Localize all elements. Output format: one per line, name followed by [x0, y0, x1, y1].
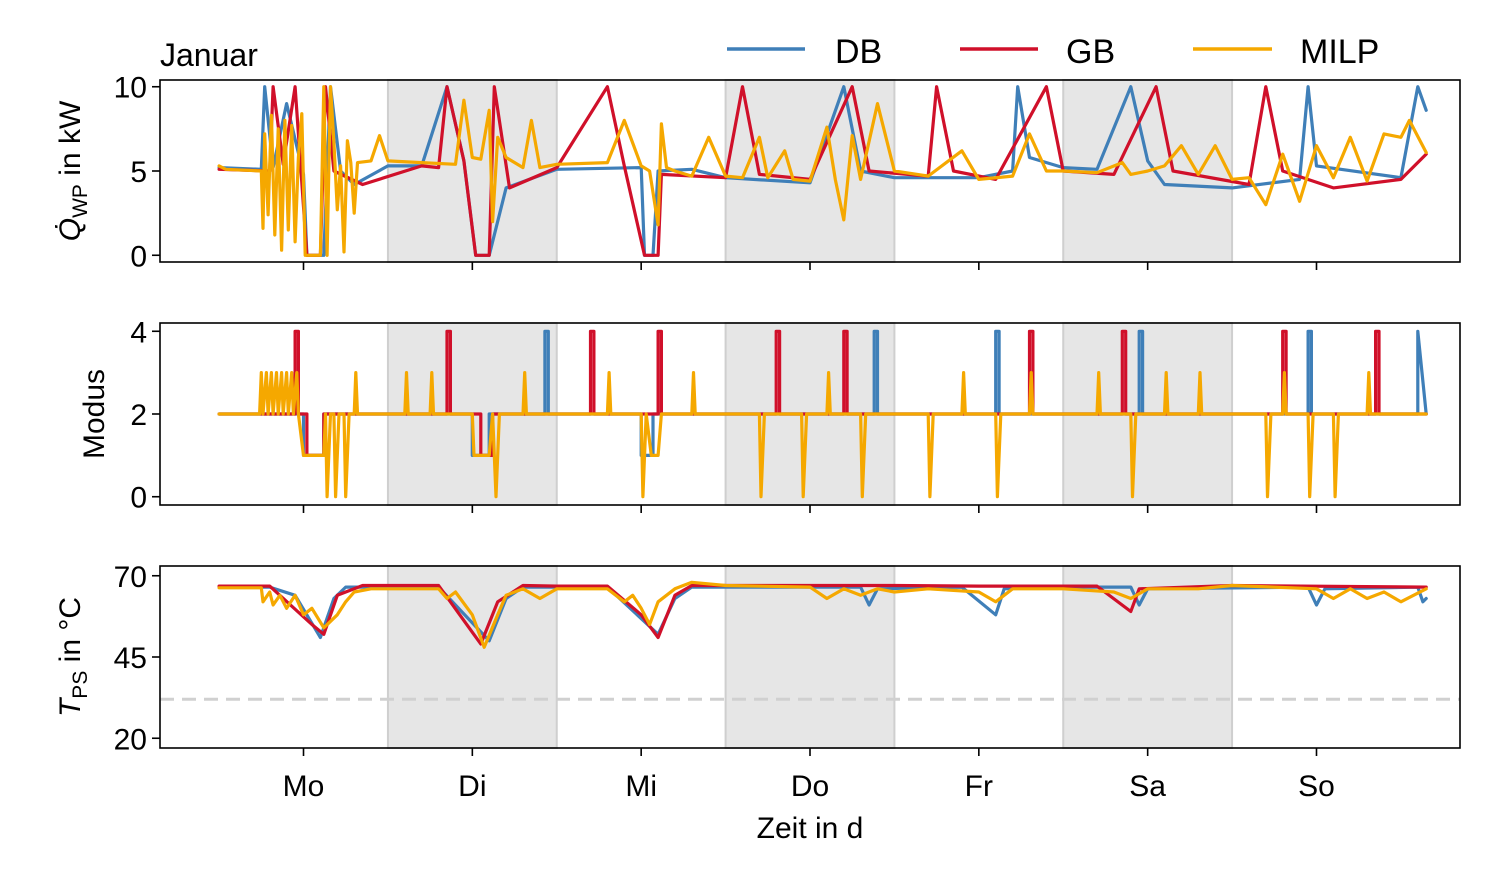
- panel-tps: 20 45 70 Mo Di Mi Do Fr Sa So TPS in °C: [54, 561, 1461, 803]
- x-ticks-modus: [302, 505, 1318, 513]
- x-tick-label-4: Fr: [965, 770, 993, 803]
- x-tick-label-2: Mi: [625, 770, 657, 803]
- y-tick-label-modus-1: 2: [130, 399, 147, 432]
- ylabel-qwp-main: Q̇: [54, 218, 87, 241]
- legend: DB GB MILP: [727, 33, 1379, 71]
- panel-qwp: 0 5 10 Q̇WP in kW: [54, 72, 1461, 273]
- x-tick-label-1: Di: [458, 770, 486, 803]
- ylabel-modus: Modus: [78, 369, 111, 459]
- x-axis-tps: Mo Di Mi Do Fr Sa So: [283, 748, 1335, 803]
- y-tick-label-tps-0: 20: [114, 723, 147, 756]
- panel-modus: 0 2 4 Modus: [78, 316, 1461, 515]
- series-line-qwp-milp: [217, 85, 1428, 257]
- series-lines-tps: [217, 580, 1428, 649]
- y-axis-qwp: 0 5 10: [114, 72, 160, 273]
- y-axis-modus: 0 2 4: [130, 316, 160, 515]
- y-tick-label-qwp-0: 0: [130, 240, 147, 273]
- legend-label-milp: MILP: [1300, 33, 1379, 71]
- y-tick-label-modus-0: 0: [130, 482, 147, 515]
- ylabel-qwp-sub: WP: [69, 184, 92, 218]
- ylabel-qwp-rest: in kW: [54, 100, 87, 184]
- series-lines-modus: [217, 329, 1428, 499]
- legend-label-db: DB: [835, 33, 882, 71]
- series-lines-qwp: [217, 85, 1428, 257]
- y-axis-tps: 20 45 70: [114, 561, 160, 756]
- ylabel-tps-main: T: [54, 696, 87, 717]
- ylabel-tps: TPS in °C: [54, 597, 92, 717]
- shaded-day-tps-0: [386, 565, 558, 749]
- y-tick-label-tps-1: 45: [114, 642, 147, 675]
- ylabel-qwp: Q̇WP in kW: [54, 100, 92, 241]
- y-tick-label-qwp-2: 10: [114, 72, 147, 105]
- y-tick-label-modus-2: 4: [130, 316, 147, 349]
- ylabel-tps-rest: in °C: [54, 597, 87, 671]
- x-ticks-qwp: [302, 262, 1318, 270]
- chart-title: Januar: [160, 37, 258, 73]
- series-line-modus-milp: [217, 371, 1428, 499]
- series-line-tps-milp: [217, 580, 1428, 649]
- ylabel-modus-main: Modus: [78, 369, 111, 459]
- xlabel: Zeit in d: [757, 812, 864, 845]
- ylabel-tps-sub: PS: [69, 671, 92, 699]
- shaded-day-tps-2: [1062, 565, 1234, 749]
- x-tick-label-6: So: [1298, 770, 1335, 803]
- x-tick-label-5: Sa: [1129, 770, 1166, 803]
- y-tick-label-qwp-1: 5: [130, 156, 147, 189]
- y-tick-label-tps-2: 70: [114, 561, 147, 594]
- x-tick-label-0: Mo: [283, 770, 325, 803]
- series-line-qwp-gb: [217, 85, 1428, 257]
- legend-label-gb: GB: [1066, 33, 1115, 71]
- x-tick-label-3: Do: [791, 770, 829, 803]
